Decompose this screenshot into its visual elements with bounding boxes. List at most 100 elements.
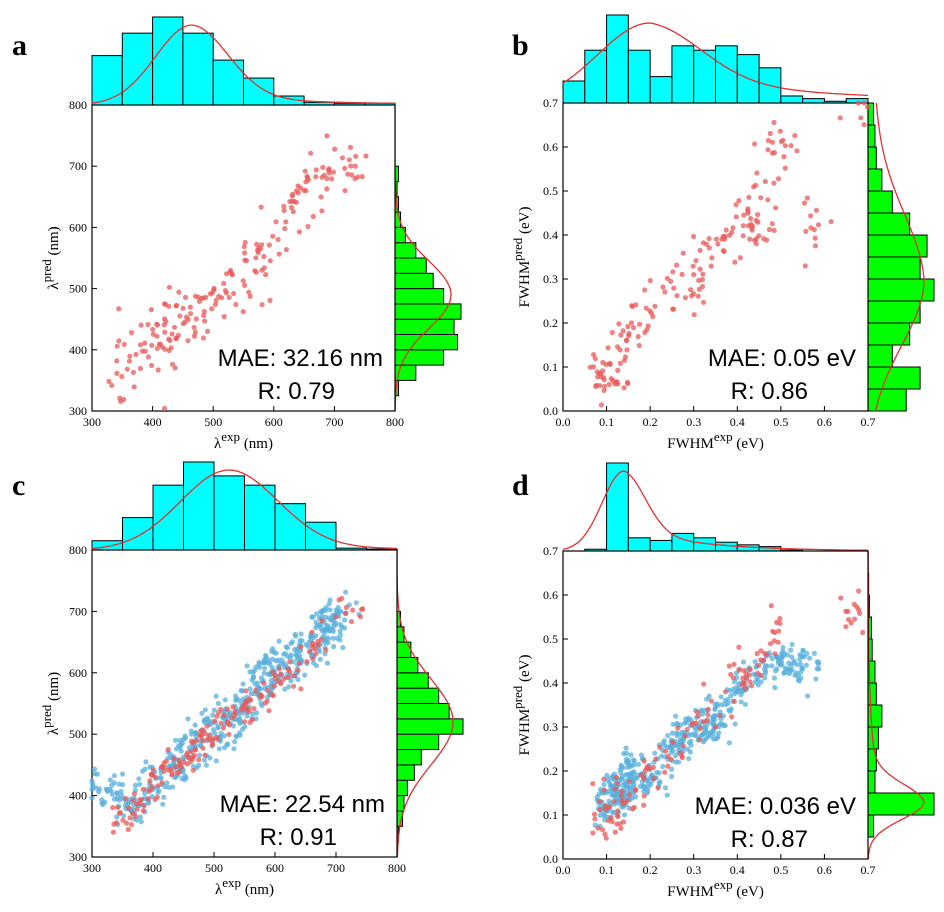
y-tick-label: 500	[69, 727, 87, 741]
train-point	[201, 757, 207, 763]
test-point	[133, 813, 139, 820]
x-tick-label: 500	[204, 415, 222, 429]
test-point	[754, 651, 760, 657]
train-point	[658, 753, 665, 759]
test-point	[782, 165, 788, 171]
test-point	[736, 198, 742, 204]
y-axis-title-sup: pred	[39, 704, 54, 728]
test-point	[184, 750, 190, 756]
test-point	[330, 169, 336, 175]
test-point	[226, 731, 232, 738]
test-point	[706, 236, 712, 242]
test-point	[127, 815, 133, 821]
y-axis-title-sup: pred	[510, 685, 525, 709]
train-point	[635, 761, 642, 768]
test-point	[607, 360, 613, 366]
test-point	[668, 756, 674, 762]
test-point	[755, 212, 761, 218]
test-point	[332, 146, 338, 152]
test-point	[203, 294, 209, 300]
test-point	[740, 233, 746, 239]
test-point	[348, 619, 355, 625]
y-tick-label: 700	[69, 159, 87, 173]
x-tick-label: 600	[265, 415, 283, 429]
test-point	[772, 651, 778, 657]
test-point	[298, 644, 304, 650]
test-point	[212, 718, 218, 724]
test-point	[804, 195, 811, 201]
top-hist-bar	[649, 76, 673, 104]
train-point	[604, 772, 610, 779]
test-point	[216, 710, 222, 716]
test-point	[694, 709, 700, 715]
test-point	[125, 826, 131, 833]
test-point	[650, 764, 657, 771]
test-point	[169, 331, 175, 337]
test-point	[145, 321, 151, 328]
test-point	[206, 732, 212, 738]
train-point	[233, 697, 239, 703]
train-point	[298, 631, 304, 637]
y-axis-title-base: FWHM	[517, 261, 533, 308]
train-point	[199, 710, 205, 717]
test-point	[747, 236, 753, 242]
train-point	[258, 686, 264, 692]
test-point	[242, 250, 248, 256]
x-axis-title-base: λ	[214, 436, 222, 452]
top-hist-bar	[183, 461, 215, 551]
train-point	[798, 675, 804, 681]
train-point	[193, 730, 199, 736]
test-point	[226, 294, 232, 300]
test-point	[641, 775, 647, 781]
test-point	[298, 185, 304, 191]
right-hist-bar	[867, 344, 893, 368]
mae-annotation: MAE: 32.16 nm	[218, 345, 383, 372]
test-point	[622, 354, 629, 360]
test-point	[758, 657, 764, 663]
test-point	[602, 803, 608, 810]
test-point	[117, 395, 123, 401]
test-point	[251, 706, 257, 712]
test-point	[857, 610, 863, 617]
test-point	[619, 793, 625, 799]
test-point	[149, 784, 155, 790]
test-point	[731, 661, 737, 667]
train-point	[621, 812, 628, 818]
test-point	[157, 341, 163, 347]
test-point	[699, 284, 706, 290]
test-point	[192, 746, 198, 753]
test-point	[110, 829, 116, 835]
test-point	[363, 153, 369, 159]
y-tick-label: 0.1	[543, 808, 558, 822]
train-point	[631, 782, 637, 788]
train-point	[145, 800, 152, 806]
test-point	[276, 251, 282, 257]
test-point	[691, 272, 697, 278]
test-point	[123, 820, 130, 826]
train-point	[250, 674, 257, 680]
right-hist-bar	[867, 256, 921, 280]
right-hist-bar	[394, 257, 427, 274]
train-point	[752, 659, 758, 665]
test-point	[777, 620, 783, 627]
test-point	[326, 166, 332, 172]
train-point	[276, 638, 282, 644]
test-point	[629, 320, 635, 326]
test-point	[775, 639, 781, 645]
test-point	[194, 738, 200, 744]
top-hist-bar	[606, 462, 629, 552]
test-point	[224, 720, 231, 726]
test-point	[601, 387, 607, 393]
train-point	[293, 633, 299, 639]
test-point	[168, 345, 174, 351]
test-point	[298, 686, 304, 692]
test-point	[162, 316, 168, 322]
train-point	[99, 800, 105, 806]
test-point	[148, 307, 154, 313]
test-point	[169, 361, 176, 367]
train-point	[305, 643, 311, 650]
top-hist-bar	[152, 16, 184, 106]
test-point	[679, 271, 685, 277]
train-point	[319, 628, 325, 634]
test-point	[662, 289, 668, 295]
